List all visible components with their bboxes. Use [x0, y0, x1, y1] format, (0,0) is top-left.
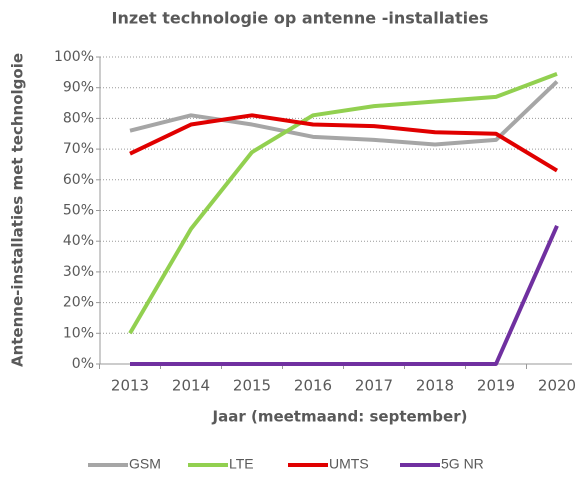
series-line	[129, 80, 559, 147]
x-tick-label: 2015	[233, 377, 271, 395]
y-tick-label: 80%	[63, 110, 94, 126]
y-tick-label: 50%	[63, 203, 94, 219]
legend-label: UMTS	[329, 456, 369, 472]
series-line	[128, 72, 558, 335]
y-tick-label: 60%	[63, 172, 94, 188]
x-axis-title: Jaar (meetmaand: september)	[212, 408, 468, 426]
y-tick-label: 40%	[63, 233, 94, 249]
chart-title: Inzet technologie op antenne -installati…	[112, 9, 489, 28]
x-tick-label: 2014	[172, 377, 210, 395]
x-tick-label: 2016	[294, 377, 332, 395]
y-tick-label: 0%	[72, 356, 94, 372]
series-line	[130, 225, 559, 366]
series-line	[129, 113, 559, 173]
legend-label: 5G NR	[441, 456, 484, 472]
legend-label: LTE	[229, 456, 254, 472]
legend-label: GSM	[129, 456, 161, 472]
x-tick-label: 2019	[477, 377, 515, 395]
y-tick-label: 30%	[63, 264, 94, 280]
y-tick-label: 90%	[63, 80, 94, 96]
x-tick-label: 2017	[355, 377, 393, 395]
y-tick-label: 100%	[54, 49, 94, 65]
x-tick-label: 2013	[111, 377, 149, 395]
x-tick-label: 2018	[416, 377, 454, 395]
y-tick-label: 70%	[63, 141, 94, 157]
y-tick-label: 20%	[63, 295, 94, 311]
x-tick-label: 2020	[538, 377, 576, 395]
y-axis-title: Antenne-installaties met technolgoie	[9, 53, 27, 367]
y-tick-label: 10%	[63, 325, 94, 341]
